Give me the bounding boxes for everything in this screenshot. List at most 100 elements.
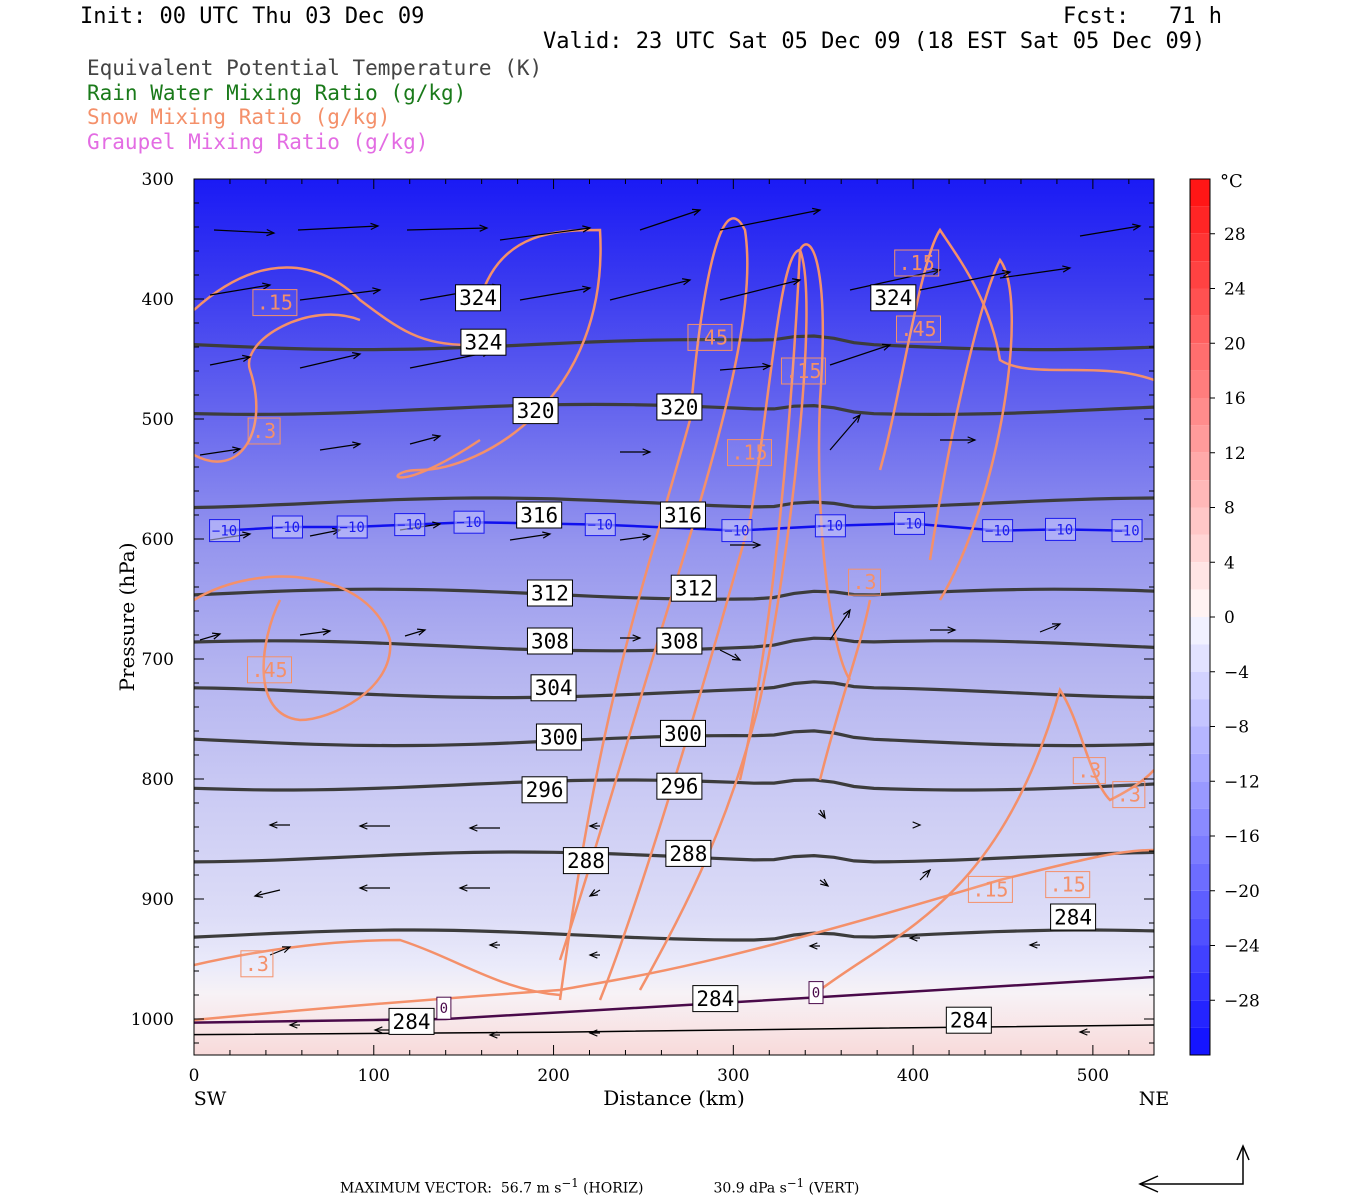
reference-vector [1138,1144,1250,1193]
svg-text:288: 288 [669,842,707,866]
svg-text:296: 296 [660,775,698,799]
wind-vector [299,628,332,636]
isotherm-label: −10 [271,515,303,539]
wind-vector [829,343,892,366]
colorbar-swatch [1190,836,1210,864]
wind-vector [358,822,390,830]
svg-text:284: 284 [1054,905,1092,929]
theta-e-label: 300 [535,723,582,751]
max-vector-label: MAXIMUM VECTOR: [340,1180,492,1197]
x-tick-label: 300 [717,1066,749,1086]
horiz-exponent: −1 [561,1176,579,1190]
svg-text:.3: .3 [1117,783,1141,807]
svg-text:308: 308 [531,629,569,653]
theta-e-label: 324 [460,328,507,356]
wind-vector [588,951,600,959]
theta-e-label: 296 [521,776,568,804]
wind-vector [1039,623,1062,633]
svg-text:324: 324 [459,286,497,310]
wind-vector [499,225,592,241]
theta-e-label: 288 [665,839,712,867]
theta-e-label: 288 [562,847,609,875]
wind-vector [468,824,500,832]
wind-vector [639,208,702,231]
wind-vector [619,533,652,541]
temperature-shading [194,179,1154,1055]
snow-label: .15 [727,439,773,467]
wind-vector [299,287,382,301]
theta-e-label: 320 [656,393,703,421]
svg-text:296: 296 [526,778,564,802]
colorbar-tick-label: −4 [1224,663,1249,683]
field-label-snow: Snow Mixing Ratio (g/kg) [87,105,391,129]
colorbar-tick-label: 8 [1224,499,1235,519]
wind-vector [730,541,762,549]
snow-label: .15 [780,357,826,385]
horiz-suffix: (HORIZ) [583,1180,644,1197]
colorbar-swatch [1190,425,1210,453]
snow-label: .45 [895,315,941,343]
init-time: Init: 00 UTC Thu 03 Dec 09 [80,4,425,29]
snow-contour [194,266,471,347]
svg-text:.45: .45 [251,658,287,682]
wind-vector [297,222,380,231]
wind-vector [919,868,932,881]
x-axis-label: Distance (km) [603,1086,745,1110]
colorbar-swatch [1190,589,1210,617]
wind-vector [940,436,977,444]
svg-text:284: 284 [696,987,734,1011]
colorbar-tick-label: −16 [1224,827,1260,847]
snow-label: .15 [1045,871,1091,899]
svg-text:−10: −10 [818,519,843,535]
svg-text:−10: −10 [340,520,365,536]
snow-label: .3 [1072,757,1106,785]
isotherm-label: −10 [584,513,616,537]
wind-vector [209,354,252,366]
x-tick-label: 0 [189,1066,200,1086]
wind-vector [819,878,830,887]
colorbar-tick-label: 0 [1224,608,1235,628]
y-tick-label: 900 [142,890,174,910]
wind-vector [209,282,272,296]
colorbar-swatch [1190,671,1210,700]
ne-end-label: NE [1139,1088,1170,1110]
wind-vector [404,628,427,637]
colorbar-tick-label: 16 [1224,389,1246,409]
y-axis-label: Pressure (hPa) [115,543,139,692]
snow-label: .15 [252,289,298,317]
colorbar-swatch [1190,918,1210,946]
wind-vector [253,889,281,898]
colorbar-swatch [1190,644,1210,672]
wind-vector [849,267,942,291]
y-tick-label: 800 [142,770,174,790]
colorbar-tick-label: 12 [1224,444,1246,464]
y-tick-label: 500 [142,410,174,430]
colorbar-swatch [1190,206,1210,234]
snow-label: .3 [247,417,281,445]
theta-e-label: 284 [388,1007,435,1035]
wind-vector [373,1026,390,1034]
wind-vector [620,634,642,642]
svg-text:.45: .45 [692,325,728,349]
svg-text:284: 284 [393,1010,431,1034]
wind-vector [406,224,489,232]
colorbar-swatch [1190,890,1210,919]
theta-e-label: 284 [1050,903,1097,931]
svg-text:.3: .3 [1077,759,1101,783]
svg-text:316: 316 [520,503,558,527]
theta-e-label: 296 [656,772,703,800]
svg-text:−10: −10 [212,524,237,540]
svg-text:−10: −10 [275,520,300,536]
svg-text:.3: .3 [252,419,276,443]
wind-vector [509,531,552,541]
svg-text:−10: −10 [724,524,749,540]
svg-text:308: 308 [660,629,698,653]
wind-vector [199,632,222,641]
svg-text:−10: −10 [397,518,422,534]
colorbar-tick-label: 20 [1224,334,1246,354]
svg-text:0: 0 [812,986,820,1002]
theta-e-label: 324 [455,284,502,312]
colorbar-swatch [1190,370,1210,398]
theta-e-label: 324 [870,284,917,312]
wind-vector [488,941,500,949]
